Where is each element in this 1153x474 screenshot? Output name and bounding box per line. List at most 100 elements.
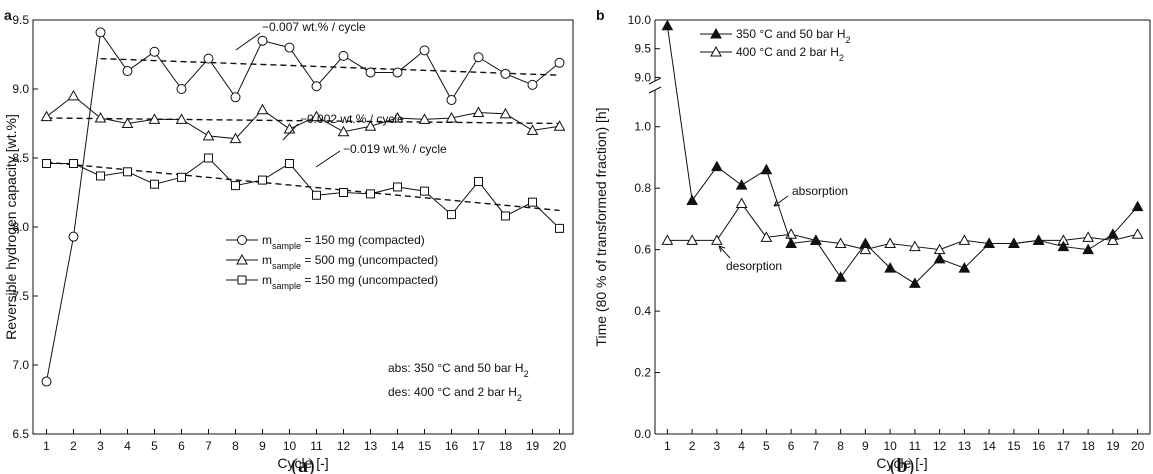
absorption-annotation: absorption [792,184,848,198]
panel-a-x-tick-label: 3 [97,439,104,453]
panel-a-x-tick-label: 17 [472,439,486,453]
panel-b-x-tick-label: 10 [883,439,897,453]
axis-break-mark-lower [648,86,662,94]
panel-b-series-1-point [760,163,773,175]
panel-a-x-ticks: 1 2 3 4 5 6 7 8 9 10 11 12 13 14 15 16 17 18 19 20 [43,429,566,453]
panel-a-x-tick-label: 2 [70,439,77,453]
legend-entry-desorption-conditions: 400 °C and 2 bar H2 [700,45,844,63]
panel-a-series-2-point [121,117,134,128]
panel-a-series-2-point [391,111,404,123]
panel-a-series-2-point [310,110,323,122]
panel-a-letter: a [4,7,12,23]
panel-b-letter: b [596,7,605,23]
panel-a-x-tick-label: 20 [553,439,567,453]
panel-a-x-tick-label: 14 [391,439,405,453]
panel-b-series-1-point [834,271,847,282]
panel-b-x-tick-label: 14 [982,439,996,453]
panel-a-series-3-point [150,179,159,189]
panel-a-series-3-point [258,175,267,185]
panel-a-series-3-point [420,186,429,196]
panel-a-series-2-point [256,103,269,115]
panel-a-x-tick-label: 9 [259,439,266,453]
panel-b-x-tick-label: 13 [958,439,972,453]
panel-a-x-tick-label: 16 [445,439,459,453]
panel-a-series-2-point [40,110,53,122]
panel-a-series-1-point [149,46,160,57]
legend-entry-compacted: msample = 150 mg (compacted) [226,233,425,251]
legend-filled-triangle-marker [710,27,722,39]
panel-b-x-tick-label: 12 [933,439,947,453]
panel-a-series-1-point [554,57,565,68]
panel-b-legend: 350 °C and 50 bar H2 400 °C and 2 bar H2 [700,27,851,63]
panel-a-series-1-point [446,95,457,106]
panel-a-x-tick-label: 5 [151,439,158,453]
panel-a-series-1-point [311,81,322,92]
panel-b-series-1-point [933,252,946,264]
legend-label-500mg: msample = 500 mg (uncompacted) [262,253,438,271]
panel-a-trendline-1 [100,57,560,76]
panel-b-y-tick-label: 9.5 [634,42,651,56]
panel-a-series-2-point [202,129,215,141]
panel-b-series-2-point [884,237,896,248]
panel-b-series-1-point [958,262,971,273]
legend-entry-absorption-conditions: 350 °C and 50 bar H2 [700,27,851,45]
panel-b-series-2 [661,197,1144,255]
panel-b-x-tick-label: 18 [1081,439,1095,453]
panel-a-series-3-point [177,172,186,182]
panel-a-x-tick-label: 18 [499,439,513,453]
panel-b-x-tick-label: 1 [664,439,671,453]
conditions-desorption: des: 400 °C and 2 bar H2 [388,385,522,403]
panel-b-series-1-point [859,237,872,248]
panel-a-series-3-point [528,197,537,207]
panel-a-legend: msample = 150 mg (compacted) msample = 5… [226,233,438,291]
panel-b-x-tick-label: 4 [738,439,745,453]
panel-a-series-1-point [284,42,295,53]
panel-b-y-tick-label: 10.0 [628,13,652,27]
panel-b-series-1-point [711,160,723,172]
panel-b-series-1-point [661,19,674,31]
panel-b-series-2-point [958,234,971,245]
trend-annotation-2: −0.002 wt.% / cycle [300,112,404,126]
panel-a-series-1-point [95,27,106,38]
panel-a-series-2-point [94,111,107,123]
panel-b-series-1-point [1008,237,1020,248]
panel-a-series-3-point [69,159,78,169]
trend-annotation-3: −0.019 wt.% / cycle [343,142,447,156]
panel-a-y-ticks: 6.5 7.0 7.5 8.0 8.5 9.0 9.5 [12,13,38,441]
panel-a-series-2-point [175,113,188,124]
panel-b-x-tick-label: 3 [714,439,721,453]
legend-circle-marker [237,235,247,245]
panel-b-x-tick-label: 7 [813,439,820,453]
panel-b-series-1-point [1107,228,1119,239]
panel-b-series-1-line [666,25,1138,285]
panel-a-series-2-point [499,107,512,119]
desorption-arrow [718,245,731,259]
panel-a-series-1-point [122,66,133,77]
panel-a-series-1 [41,27,565,387]
panel-b-series-1-point [1057,240,1070,252]
panel-a-series-3-point [555,223,564,233]
panel-a-series-1-point [365,67,376,78]
desorption-arrowhead [718,245,726,253]
panel-b-series-1-point [735,179,748,190]
panel-a-x-axis-label: Cycle [-] [277,455,328,471]
panel-b-series-1-point [884,262,896,273]
caption-a: (a) [291,455,314,474]
caption-b: (b) [890,455,914,474]
trend-annotation-3-arrow [315,150,341,168]
legend-label-400c: 400 °C and 2 bar H2 [736,45,844,63]
panel-a-x-tick-label: 7 [205,439,212,453]
panel-a-x-tick-label: 4 [124,439,131,453]
panel-b-series-2-point [686,234,698,245]
panel-a-x-tick-label: 1 [43,439,50,453]
panel-a-series-2-point [445,111,458,123]
panel-a-series-2-point [364,120,377,131]
panel-b-series-2-point [1082,231,1094,242]
panel-b-x-tick-label: 5 [763,439,770,453]
panel-b-x-tick-label: 16 [1032,439,1046,453]
trend-annotation-1-arrow [235,32,261,51]
panel-b-y-tick-label: 9.0 [634,70,651,84]
panel-b-y-tick-label: 0.6 [634,243,651,257]
